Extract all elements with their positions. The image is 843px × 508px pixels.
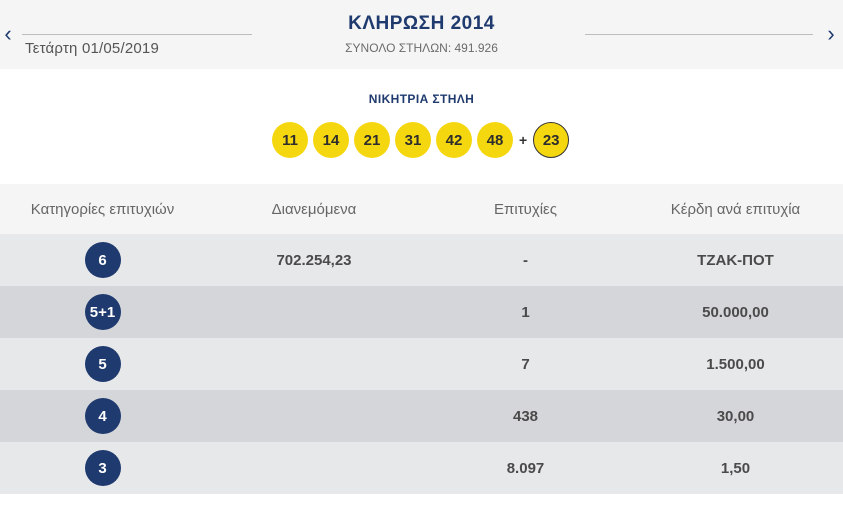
divider-left (22, 34, 252, 35)
draw-title: ΚΛΗΡΩΣΗ 2014 (348, 13, 495, 34)
total-columns: ΣΥΝΟΛΟ ΣΤΗΛΩΝ: 491.926 (345, 41, 498, 55)
bonus-number: 23 (533, 122, 570, 158)
winners-cell: - (523, 251, 528, 269)
winning-number: 21 (354, 122, 390, 158)
table-row: 3 8.097 1,50 (0, 442, 843, 494)
table-row: 4 438 30,00 (0, 390, 843, 442)
category-badge: 5 (84, 346, 121, 382)
table-row: 5+1 1 50.000,00 (0, 286, 843, 338)
chevron-right-icon[interactable]: › (827, 21, 835, 46)
draw-date: Τετάρτη 01/05/2019 (25, 40, 160, 57)
category-cell: 6 (0, 242, 205, 278)
winners-cell: 7 (521, 355, 530, 373)
winning-number: 14 (313, 122, 349, 158)
table-header: Κατηγορίες επιτυχιών Διανεμόμενα Επιτυχί… (0, 184, 843, 234)
draw-header: ‹ Τετάρτη 01/05/2019 ΚΛΗΡΩΣΗ 2014 ΣΥΝΟΛΟ… (0, 0, 843, 69)
distributed-cell: 702.254,23 (276, 251, 352, 269)
table-row: 5 7 1.500,00 (0, 338, 843, 390)
winners-cell: 8.097 (506, 459, 545, 477)
winning-column-label: ΝΙΚΗΤΡΙΑ ΣΤΗΛΗ (368, 92, 475, 106)
category-cell: 4 (0, 398, 205, 434)
header-distributed: Διανεμόμενα (271, 200, 357, 218)
prize-cell: 1.500,00 (706, 355, 765, 373)
plus-sign: + (519, 132, 528, 148)
prize-cell: 50.000,00 (702, 303, 769, 321)
winning-numbers: 11 14 21 31 42 48 + 23 (272, 121, 570, 159)
winners-cell: 1 (521, 303, 530, 321)
winning-number: 31 (395, 122, 431, 158)
prize-cell: ΤΖΑΚ-ΠΟΤ (697, 251, 774, 269)
winning-number: 11 (272, 122, 308, 158)
prize-cell: 30,00 (716, 407, 755, 425)
header-categories: Κατηγορίες επιτυχιών (30, 200, 175, 218)
winning-number: 48 (477, 122, 513, 158)
category-badge: 3 (84, 450, 121, 486)
category-badge: 4 (84, 398, 121, 434)
category-badge: 5+1 (84, 294, 121, 330)
category-badge: 6 (84, 242, 121, 278)
prize-table: Κατηγορίες επιτυχιών Διανεμόμενα Επιτυχί… (0, 184, 843, 494)
header-prize: Κέρδη ανά επιτυχία (670, 200, 801, 218)
category-cell: 3 (0, 450, 205, 486)
divider-right (585, 34, 813, 35)
prize-cell: 1,50 (720, 459, 751, 477)
winning-number: 42 (436, 122, 472, 158)
chevron-left-icon[interactable]: ‹ (4, 21, 12, 46)
category-cell: 5+1 (0, 294, 205, 330)
table-row: 6 702.254,23 - ΤΖΑΚ-ΠΟΤ (0, 234, 843, 286)
header-winners: Επιτυχίες (494, 200, 557, 218)
winners-cell: 438 (512, 407, 539, 425)
category-cell: 5 (0, 346, 205, 382)
